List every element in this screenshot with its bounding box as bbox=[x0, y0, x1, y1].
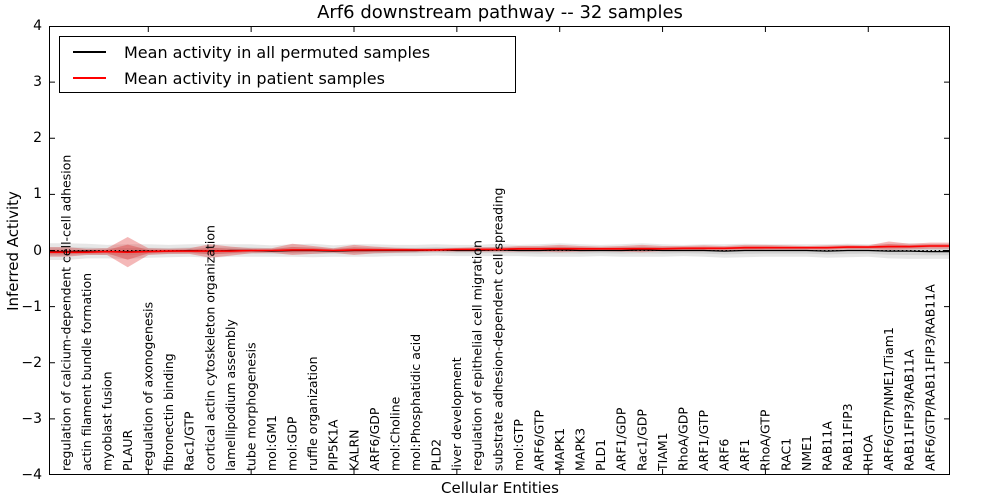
y-tick-label: −3 bbox=[21, 410, 42, 427]
x-tick-label: ARF6/GTP/RAB11FIP3/RAB11A bbox=[922, 284, 937, 471]
y-tick-label: 3 bbox=[33, 74, 42, 91]
axes-frame bbox=[49, 26, 950, 475]
x-tick-label: RAB11FIP3 bbox=[840, 403, 855, 471]
x-tick-label: ARF6/GDP bbox=[367, 407, 382, 471]
permuted-band-outer bbox=[49, 243, 950, 260]
x-tick-label: ARF1/GDP bbox=[614, 407, 629, 471]
legend-entry-patient: Mean activity in patient samples bbox=[60, 65, 515, 91]
x-axis-label: Cellular Entities bbox=[441, 479, 559, 497]
x-tick-label: substrate adhesion-dependent cell spread… bbox=[490, 188, 505, 471]
x-tick-label: ARF1/GTP bbox=[696, 410, 711, 471]
legend-label-permuted: Mean activity in all permuted samples bbox=[124, 42, 431, 62]
x-tick-label: ARF6/GTP/NME1/Tiam1 bbox=[881, 327, 896, 471]
x-tick-label: lamellipodium assembly bbox=[223, 319, 238, 471]
x-tick-label: ARF6 bbox=[717, 439, 732, 471]
x-tick-label: RAB11FIP3/RAB11A bbox=[902, 349, 917, 471]
x-tick-label: RHOA bbox=[861, 434, 876, 471]
x-tick-label: RhoA/GDP bbox=[675, 407, 690, 471]
y-tick-label: −1 bbox=[21, 298, 42, 315]
x-tick-label: Rac1/GDP bbox=[634, 409, 649, 471]
permuted-line-swatch bbox=[73, 51, 106, 53]
x-tick-label: RAC1 bbox=[778, 438, 793, 471]
x-tick-label: regulation of axonogenesis bbox=[141, 302, 156, 471]
x-tick-label: actin filament bundle formation bbox=[79, 273, 94, 471]
x-tick-label: RhoA/GTP bbox=[758, 409, 773, 471]
x-tick-label: MAPK1 bbox=[552, 428, 567, 471]
patient-band-outer bbox=[49, 237, 950, 268]
x-tick-label: ruffle organization bbox=[305, 356, 320, 471]
x-tick-label: PIP5K1A bbox=[326, 419, 341, 471]
x-tick-label: mol:GM1 bbox=[264, 415, 279, 471]
y-tick-label: −4 bbox=[21, 467, 42, 483]
legend-entry-permuted: Mean activity in all permuted samples bbox=[60, 39, 515, 65]
x-tick-label: KALRN bbox=[346, 429, 361, 471]
x-tick-label: mol:Phosphatidic acid bbox=[408, 334, 423, 471]
y-tick-label: 0 bbox=[33, 242, 42, 259]
x-tick-label: cortical actin cytoskeleton organization bbox=[202, 225, 217, 471]
legend: Mean activity in all permuted samples Me… bbox=[59, 36, 516, 93]
x-tick-label: TIAM1 bbox=[655, 432, 670, 472]
y-tick-label: 1 bbox=[33, 186, 42, 203]
x-tick-label: liver development bbox=[449, 357, 464, 471]
x-tick-label: RAB11A bbox=[819, 421, 834, 471]
plot-area: regulation of calcium-dependent cell-cel… bbox=[49, 26, 950, 475]
x-tick-label: fibronectin binding bbox=[161, 353, 176, 471]
x-tick-label: regulation of epithelial cell migration bbox=[470, 240, 485, 471]
x-tick-label: PLAUR bbox=[120, 430, 135, 471]
x-tick-label: PLD2 bbox=[429, 439, 444, 471]
x-tick-label: ARF6/GTP bbox=[531, 410, 546, 471]
x-tick-label: regulation of calcium-dependent cell-cel… bbox=[58, 155, 73, 471]
y-tick-label: −2 bbox=[21, 354, 42, 371]
x-tick-label: mol:GTP bbox=[511, 419, 526, 471]
x-tick-label: NME1 bbox=[799, 435, 814, 471]
x-tick-label: myoblast fusion bbox=[99, 371, 114, 471]
x-tick-label: tube morphogenesis bbox=[243, 342, 258, 471]
chart-title: Arf6 downstream pathway -- 32 samples bbox=[317, 2, 683, 23]
x-tick-label: mol:Choline bbox=[387, 396, 402, 471]
x-tick-label: MAPK3 bbox=[573, 428, 588, 471]
x-tick-label: Rac1/GTP bbox=[182, 411, 197, 471]
y-tick-label: 4 bbox=[33, 18, 42, 34]
y-tick-label: 2 bbox=[33, 130, 42, 147]
patient-mean-line bbox=[49, 245, 950, 254]
x-tick-label: mol:GDP bbox=[285, 416, 300, 471]
patient-line-swatch bbox=[73, 77, 106, 79]
legend-label-patient: Mean activity in patient samples bbox=[124, 68, 385, 88]
x-tick-label: PLD1 bbox=[593, 439, 608, 471]
x-tick-label: ARF1 bbox=[737, 439, 752, 471]
